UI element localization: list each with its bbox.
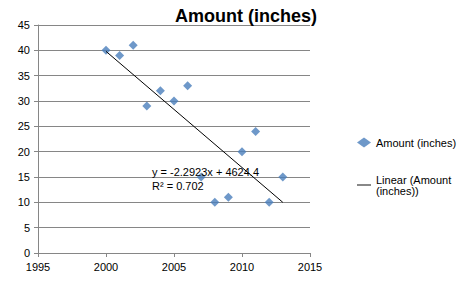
svg-text:1995: 1995 (26, 261, 50, 273)
svg-text:20: 20 (18, 146, 30, 158)
svg-text:(inches)): (inches)) (376, 185, 419, 197)
svg-text:30: 30 (18, 95, 30, 107)
svg-text:35: 35 (18, 70, 30, 82)
svg-text:R² = 0.702: R² = 0.702 (152, 180, 204, 192)
svg-text:2000: 2000 (94, 261, 118, 273)
svg-text:25: 25 (18, 120, 30, 132)
svg-text:Amount (inches): Amount (inches) (175, 6, 317, 26)
svg-text:5: 5 (24, 222, 30, 234)
svg-text:Amount (inches): Amount (inches) (376, 137, 456, 149)
svg-text:40: 40 (18, 44, 30, 56)
svg-text:2005: 2005 (162, 261, 186, 273)
svg-text:15: 15 (18, 171, 30, 183)
svg-text:Linear (Amount: Linear (Amount (376, 173, 455, 186)
svg-text:2010: 2010 (230, 261, 254, 273)
svg-text:0: 0 (24, 247, 30, 259)
svg-text:2015: 2015 (298, 261, 322, 273)
svg-text:45: 45 (18, 19, 30, 31)
svg-text:10: 10 (18, 196, 30, 208)
svg-text:y = -2.2923x + 4624.4: y = -2.2923x + 4624.4 (152, 166, 259, 178)
